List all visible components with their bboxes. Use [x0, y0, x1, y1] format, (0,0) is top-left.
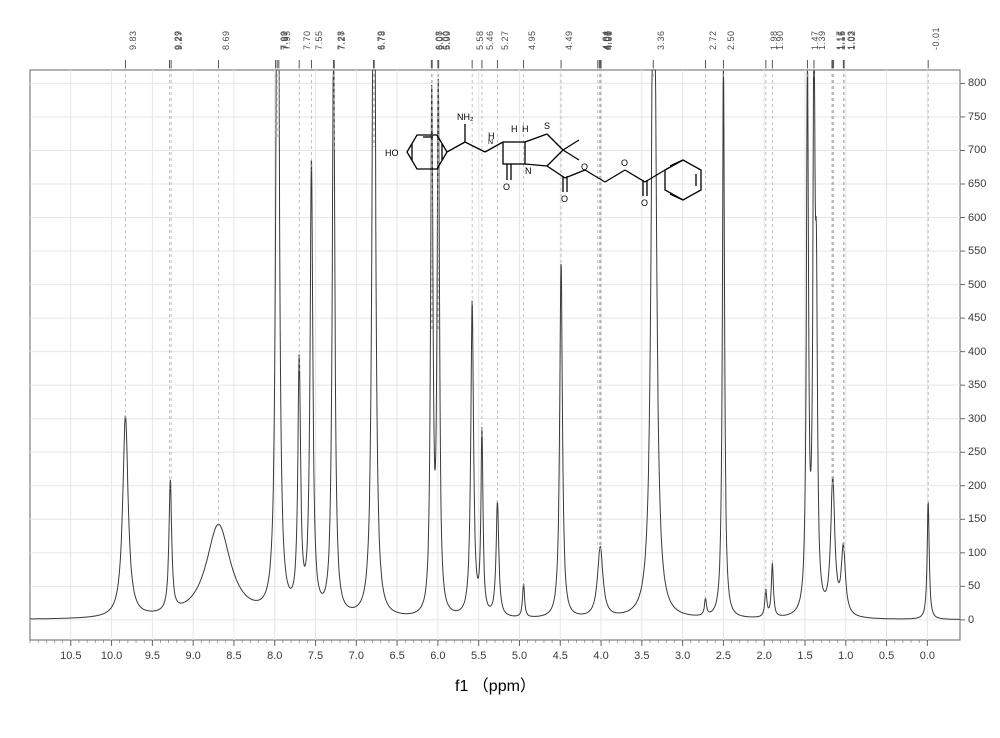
x-tick-label: 6.0	[430, 650, 445, 662]
x-tick-label: 2.0	[757, 650, 772, 662]
x-tick-label: 0.0	[920, 650, 935, 662]
x-tick-label: 5.5	[471, 650, 486, 662]
y-tick-label: 100	[968, 547, 986, 559]
x-tick-label: 3.5	[634, 650, 649, 662]
y-tick-label: 650	[968, 178, 986, 190]
peak-ppm-label: 5.27	[500, 30, 510, 50]
peak-ppm-label: 2.72	[708, 30, 718, 50]
peak-ppm-label: 4.95	[527, 30, 537, 50]
peak-ppm-label: 1.90	[775, 30, 785, 50]
x-tick-label: 2.5	[716, 650, 731, 662]
x-tick-label: 10.5	[60, 650, 81, 662]
y-tick-label: 800	[968, 77, 986, 89]
peak-ppm-label: 7.27	[337, 30, 347, 50]
peak-ppm-label: -0.01	[931, 27, 941, 50]
peak-ppm-label: 5.46	[485, 30, 495, 50]
x-tick-label: 0.5	[879, 650, 894, 662]
y-tick-label: 500	[968, 279, 986, 291]
y-tick-label: 150	[968, 513, 986, 525]
peak-ppm-label: 5.99	[442, 30, 452, 50]
x-tick-label: 8.5	[226, 650, 241, 662]
y-tick-label: 300	[968, 413, 986, 425]
x-tick-label: 4.0	[593, 650, 608, 662]
y-tick-label: 400	[968, 346, 986, 358]
x-tick-label: 5.0	[512, 650, 527, 662]
peak-ppm-label: 9.27	[174, 30, 184, 50]
y-tick-label: 350	[968, 379, 986, 391]
peak-ppm-label: 4.49	[564, 30, 574, 50]
y-tick-label: 50	[968, 580, 980, 592]
y-tick-label: 200	[968, 480, 986, 492]
peak-ppm-label: 6.78	[377, 30, 387, 50]
x-tick-label: 9.5	[145, 650, 160, 662]
y-tick-label: 250	[968, 446, 986, 458]
peak-ppm-label: 5.58	[475, 30, 485, 50]
spectrum-plot	[0, 0, 1000, 680]
x-tick-label: 4.5	[553, 650, 568, 662]
x-tick-label: 9.0	[186, 650, 201, 662]
peak-ppm-label: 8.69	[221, 30, 231, 50]
x-tick-label: 1.5	[797, 650, 812, 662]
y-tick-label: 550	[968, 245, 986, 257]
peak-ppm-label: 7.55	[314, 30, 324, 50]
y-tick-label: 700	[968, 144, 986, 156]
y-tick-label: 450	[968, 312, 986, 324]
peak-ppm-label: 9.83	[128, 30, 138, 50]
x-tick-label: 1.0	[838, 650, 853, 662]
x-tick-label: 8.0	[267, 650, 282, 662]
x-tick-label: 3.0	[675, 650, 690, 662]
nmr-spectrum-figure: { "figure": { "width": 1000, "height": 7…	[0, 0, 1000, 738]
peak-ppm-label: 1.39	[817, 30, 827, 50]
y-tick-label: 600	[968, 212, 986, 224]
peak-ppm-label: 4.00	[604, 30, 614, 50]
x-tick-label: 10.0	[101, 650, 122, 662]
x-tick-label: 7.0	[349, 650, 364, 662]
peak-ppm-label: 7.95	[282, 30, 292, 50]
x-tick-label: 6.5	[389, 650, 404, 662]
peak-ppm-label: 1.02	[847, 30, 857, 50]
y-tick-label: 0	[968, 614, 974, 626]
peak-ppm-label: 3.36	[656, 30, 666, 50]
peak-ppm-label: 7.70	[302, 30, 312, 50]
x-tick-label: 7.5	[308, 650, 323, 662]
peak-ppm-label: 2.50	[726, 30, 736, 50]
y-tick-label: 750	[968, 111, 986, 123]
x-axis-label: f1 （ppm）	[455, 672, 536, 696]
